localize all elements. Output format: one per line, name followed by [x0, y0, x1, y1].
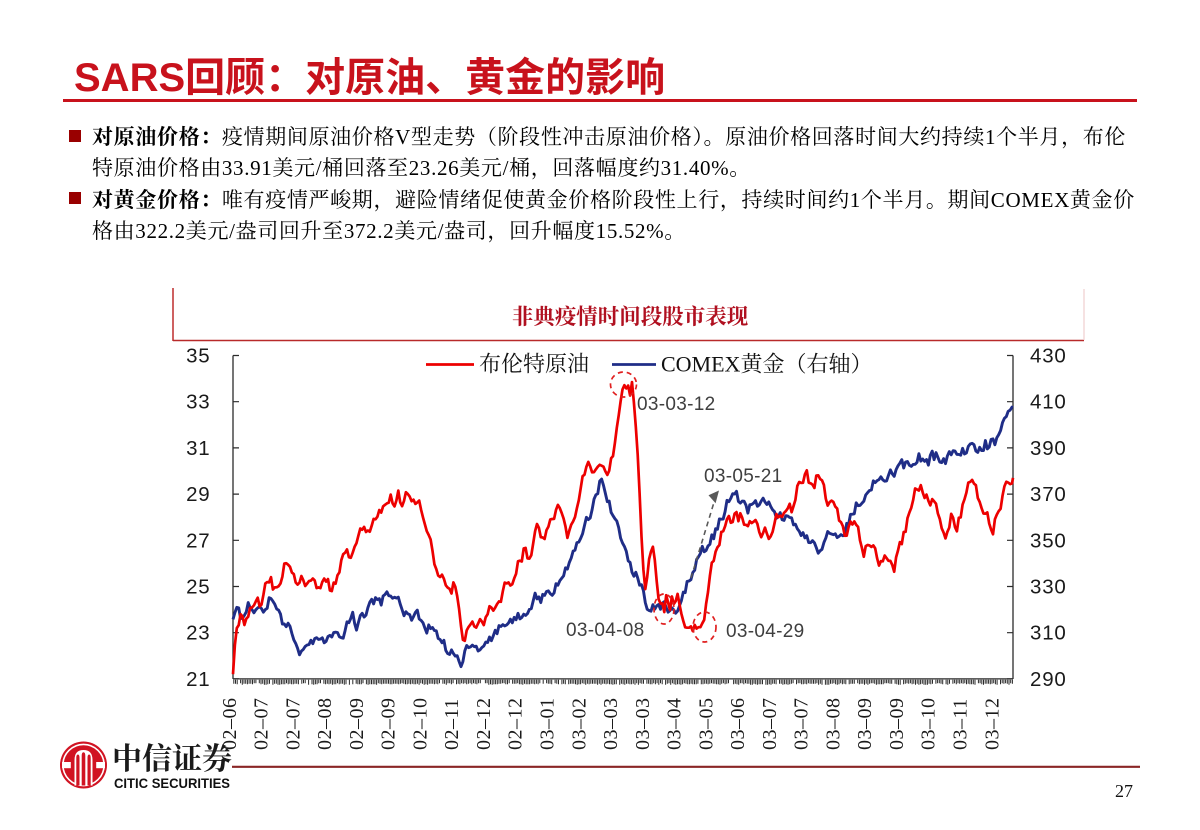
svg-text:02–10: 02–10	[409, 698, 431, 751]
svg-text:02–07: 02–07	[251, 698, 273, 751]
svg-text:02–11: 02–11	[441, 698, 463, 750]
svg-text:03–09: 03–09	[886, 698, 908, 751]
svg-text:03–03: 03–03	[632, 698, 654, 751]
svg-text:35: 35	[186, 345, 210, 368]
svg-text:03-04-29: 03-04-29	[726, 621, 804, 642]
svg-text:02–09: 02–09	[378, 698, 400, 751]
svg-text:33: 33	[186, 391, 210, 414]
svg-text:03–07: 03–07	[791, 698, 813, 751]
svg-text:03–03: 03–03	[600, 698, 622, 751]
svg-text:290: 290	[1030, 668, 1067, 691]
svg-text:02–06: 02–06	[219, 698, 241, 751]
svg-text:02–08: 02–08	[314, 698, 336, 751]
svg-text:03–11: 03–11	[950, 698, 972, 750]
svg-text:03–09: 03–09	[854, 698, 876, 751]
svg-text:布伦特原油: 布伦特原油	[479, 352, 589, 377]
svg-text:03–04: 03–04	[664, 698, 686, 751]
svg-text:21: 21	[186, 668, 210, 691]
svg-text:03–08: 03–08	[822, 698, 844, 751]
svg-text:03–07: 03–07	[759, 698, 781, 751]
svg-text:25: 25	[186, 576, 210, 599]
svg-text:430: 430	[1030, 345, 1067, 368]
svg-text:330: 330	[1030, 576, 1067, 599]
svg-text:02–12: 02–12	[473, 698, 495, 751]
svg-text:27: 27	[1115, 781, 1133, 801]
svg-text:23: 23	[186, 622, 210, 645]
svg-text:310: 310	[1030, 622, 1067, 645]
svg-text:03–02: 03–02	[568, 698, 590, 751]
svg-text:410: 410	[1030, 391, 1067, 414]
svg-text:31: 31	[186, 437, 210, 460]
svg-text:350: 350	[1030, 529, 1067, 552]
svg-text:03–06: 03–06	[727, 698, 749, 751]
svg-text:COMEX黄金（右轴）: COMEX黄金（右轴）	[661, 352, 872, 377]
svg-text:27: 27	[186, 529, 210, 552]
svg-text:03-03-12: 03-03-12	[637, 394, 715, 415]
svg-text:03–12: 03–12	[981, 697, 1003, 750]
svg-text:02–09: 02–09	[346, 698, 368, 751]
svg-text:03–05: 03–05	[695, 698, 717, 751]
svg-text:02–07: 02–07	[282, 698, 304, 751]
svg-text:非典疫情时间段股市表现: 非典疫情时间段股市表现	[512, 304, 749, 329]
svg-text:390: 390	[1030, 437, 1067, 460]
svg-text:03–10: 03–10	[918, 698, 940, 751]
svg-text:370: 370	[1030, 483, 1067, 506]
svg-text:CITIC SECURITIES: CITIC SECURITIES	[114, 775, 230, 791]
svg-text:02–12: 02–12	[505, 698, 527, 751]
svg-text:03–01: 03–01	[537, 698, 559, 751]
svg-text:中信证券: 中信证券	[112, 743, 232, 776]
svg-text:03-04-08: 03-04-08	[566, 620, 644, 641]
svg-text:03-05-21: 03-05-21	[704, 466, 782, 487]
svg-text:29: 29	[186, 483, 210, 506]
